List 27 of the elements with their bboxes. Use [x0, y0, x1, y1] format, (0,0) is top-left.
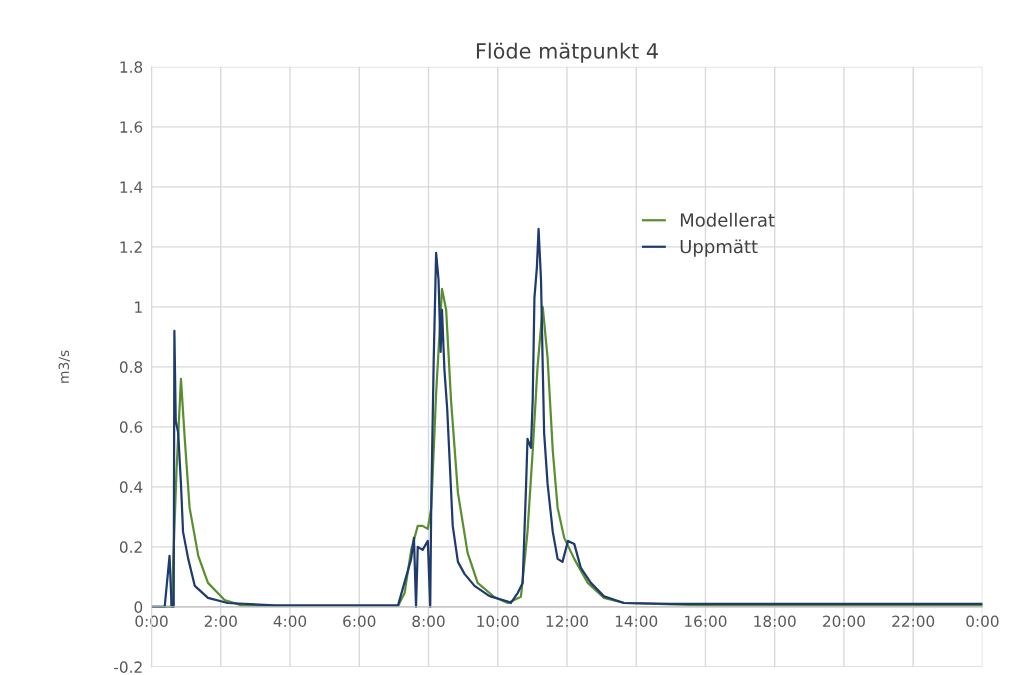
- x-tick-label: 14:00: [615, 615, 658, 628]
- legend-label: Modellerat: [680, 212, 775, 227]
- x-tick-label: 12:00: [546, 615, 588, 628]
- y-tick-label: 0.2: [119, 541, 142, 553]
- y-tick-label: -0.2: [114, 661, 142, 673]
- y-tick-label: 0: [134, 601, 143, 613]
- y-tick-label: 0.4: [119, 481, 143, 493]
- chart-title: Flöde mätpunkt 4: [476, 42, 658, 63]
- legend-label: Uppmätt: [680, 239, 758, 257]
- y-tick-label: 0.8: [119, 361, 143, 373]
- x-tick-label: 16:00: [685, 615, 727, 628]
- y-tick-label: 1: [135, 301, 142, 313]
- x-tick-label: 0:00: [966, 615, 999, 628]
- x-tick-label: 4:00: [273, 615, 307, 628]
- x-tick-label: 22:00: [892, 615, 935, 628]
- x-tick-label: 20:00: [823, 615, 865, 628]
- y-tick-label: 1.4: [120, 181, 143, 193]
- y-tick-label: 1.6: [120, 121, 143, 133]
- y-tick-label: 1.8: [120, 61, 143, 73]
- x-tick-label: 18:00: [754, 615, 796, 628]
- x-tick-label: 2:00: [204, 615, 237, 628]
- x-tick-label: 6:00: [343, 615, 376, 628]
- y-tick-label: 0.6: [119, 421, 143, 433]
- x-tick-label: 8:00: [412, 615, 445, 628]
- y-axis-title: m3/s: [58, 350, 71, 383]
- y-tick-label: 1.2: [120, 241, 142, 253]
- x-tick-label: 10:00: [477, 615, 519, 628]
